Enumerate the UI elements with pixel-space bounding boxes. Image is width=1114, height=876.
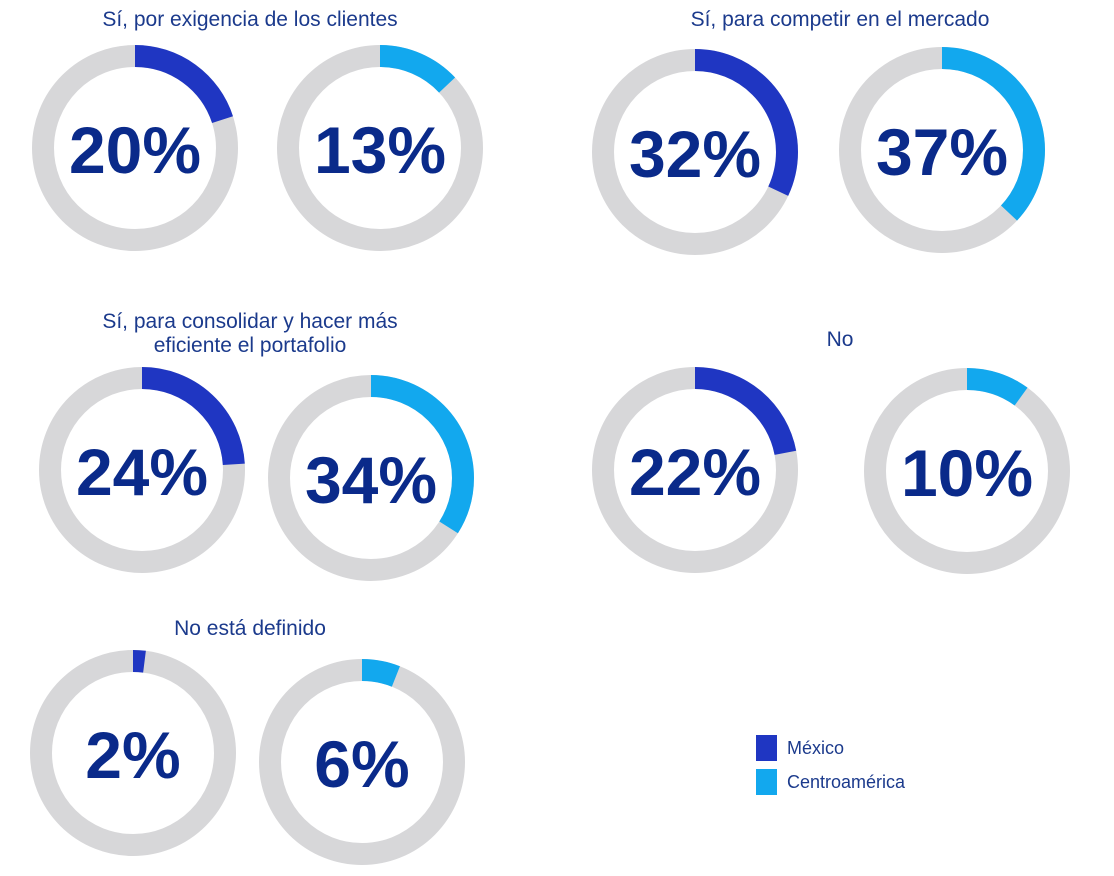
donut-competir-mexico: 32% <box>592 49 798 255</box>
donut-nodefinido-mexico: 2% <box>30 650 236 856</box>
donut-arc-nodefinido-mexico <box>30 650 236 856</box>
legend-item-mexico: México <box>756 731 905 765</box>
donut-competir-centroamerica: 37% <box>839 47 1045 253</box>
donut-label-no-centroamerica: 10% <box>901 436 1033 510</box>
group-title-exigencia-clientes: Sí, por exigencia de los clientes <box>102 8 398 31</box>
legend-item-centroamerica: Centroamérica <box>756 765 905 799</box>
legend: México Centroamérica <box>756 731 905 799</box>
donut-arc-competir-centroamerica <box>839 47 1045 253</box>
donut-label-exigencia-mexico: 20% <box>69 113 201 187</box>
donut-no-mexico: 22% <box>592 367 798 573</box>
donut-arc-consolidar-mexico <box>39 367 245 573</box>
donut-label-competir-mexico: 32% <box>629 117 761 191</box>
donut-no-centroamerica: 10% <box>864 368 1070 574</box>
donut-arc-exigencia-mexico <box>32 45 238 251</box>
donut-label-competir-centroamerica: 37% <box>876 115 1008 189</box>
group-title-no: No <box>826 328 854 351</box>
donut-arc-no-mexico <box>592 367 798 573</box>
donut-label-nodefinido-mexico: 2% <box>85 718 180 792</box>
group-title-no-definido: No está definido <box>174 617 326 640</box>
donut-arc-exigencia-centroamerica <box>277 45 483 251</box>
donut-exigencia-centroamerica: 13% <box>277 45 483 251</box>
donut-arc-consolidar-centroamerica <box>268 375 474 581</box>
donut-label-exigencia-centroamerica: 13% <box>314 113 446 187</box>
donut-label-consolidar-mexico: 24% <box>76 435 208 509</box>
donut-exigencia-mexico: 20% <box>32 45 238 251</box>
legend-label-centroamerica: Centroamérica <box>787 771 906 792</box>
donut-label-consolidar-centroamerica: 34% <box>305 443 437 517</box>
legend-swatch-centroamerica <box>756 769 777 795</box>
donut-consolidar-mexico: 24% <box>39 367 245 573</box>
group-title-line-1: Sí, para consolidar y hacer más <box>102 310 398 333</box>
group-title-competir-mercado: Sí, para competir en el mercado <box>690 8 990 31</box>
legend-swatch-mexico <box>756 735 777 761</box>
donut-arc-no-centroamerica <box>864 368 1070 574</box>
donut-arc-competir-mexico <box>592 49 798 255</box>
donut-label-no-mexico: 22% <box>629 435 761 509</box>
donut-arc-nodefinido-centroamerica <box>259 659 465 865</box>
donut-nodefinido-centroamerica: 6% <box>259 659 465 865</box>
group-title-line-2: eficiente el portafolio <box>153 334 347 357</box>
donut-label-nodefinido-centroamerica: 6% <box>314 727 409 801</box>
group-title-consolidar-portafolio: Sí, para consolidar y hacer más eficient… <box>40 310 460 358</box>
donut-consolidar-centroamerica: 34% <box>268 375 474 581</box>
legend-label-mexico: México <box>787 737 845 758</box>
